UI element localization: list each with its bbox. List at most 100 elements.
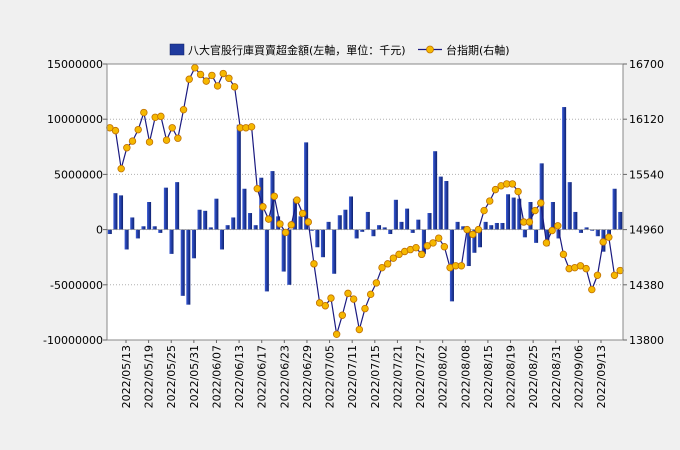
line-point — [378, 263, 386, 272]
line-point — [616, 266, 624, 275]
line-point — [474, 225, 483, 234]
bar — [438, 176, 443, 230]
line-point — [168, 124, 176, 132]
line-point — [593, 271, 602, 279]
y-axis-right: 13800 14380 14960 15540 16120 16700 — [623, 58, 664, 347]
x-tick-label: 2022/09/13 — [595, 345, 608, 408]
line-point — [349, 295, 358, 303]
line-point — [508, 180, 517, 188]
legend: 八大官股行庫買賣超金額(左軸，單位：千元) 台指期(右軸) — [169, 43, 510, 57]
legend-bar-swatch — [169, 43, 185, 56]
bar — [433, 151, 438, 230]
bar — [618, 211, 623, 230]
line-point — [344, 289, 352, 298]
line-point — [225, 74, 233, 82]
line-point — [610, 271, 619, 279]
line-point — [111, 126, 120, 135]
x-tick-label: 2022/06/07 — [211, 345, 224, 408]
line-point — [435, 234, 443, 242]
line-point — [321, 302, 330, 310]
bar — [483, 221, 488, 230]
bar — [466, 229, 471, 267]
line-point — [525, 218, 534, 226]
line-point — [298, 209, 307, 218]
bar — [203, 210, 208, 230]
bar — [517, 198, 522, 230]
y-right-tick-label: 15540 — [629, 168, 664, 181]
bar — [242, 188, 247, 230]
x-tick-label: 2022/08/31 — [550, 345, 563, 408]
line-point — [213, 82, 222, 90]
x-axis: 2022/05/13 2022/05/19 2022/05/25 2022/05/31… — [120, 340, 608, 408]
plot-background — [107, 64, 623, 340]
x-tick-label: 2022/06/13 — [233, 345, 246, 408]
bar — [410, 229, 415, 233]
x-tick-label: 2022/05/13 — [120, 345, 133, 408]
bar — [158, 229, 163, 233]
x-tick-label: 2022/07/15 — [369, 345, 382, 408]
line-point — [469, 230, 477, 239]
bar — [461, 226, 466, 230]
line-point — [293, 196, 301, 204]
legend-bar-label: 八大官股行庫買賣超金額(左軸，單位：千元) — [188, 43, 406, 57]
bar — [444, 181, 449, 230]
bar — [298, 216, 303, 230]
line-point — [128, 137, 137, 145]
y-right-tick-label: 13800 — [629, 334, 664, 347]
bar — [578, 229, 583, 233]
bar — [550, 202, 555, 230]
line-point — [576, 262, 585, 270]
line-point — [191, 64, 199, 72]
line-point — [537, 199, 545, 207]
bar — [292, 198, 297, 230]
line-point — [145, 138, 154, 146]
line-point — [554, 222, 562, 230]
bar — [191, 229, 196, 259]
bar — [141, 226, 146, 230]
bar — [393, 199, 398, 230]
y-left-tick-label: -5000000 — [50, 279, 103, 292]
bar — [545, 229, 550, 247]
bar — [332, 229, 337, 274]
line-point — [253, 184, 261, 193]
y-right-tick-label: 16700 — [629, 58, 664, 71]
y-axis-left: -10000000 -5000000 0 5000000 10000000 1500000… — [43, 58, 107, 347]
bar — [253, 225, 258, 230]
bar — [399, 221, 404, 230]
bar — [130, 217, 135, 230]
line-point — [605, 233, 613, 241]
line-point — [162, 136, 171, 144]
y-right-tick-label: 14960 — [629, 224, 664, 237]
bar — [388, 229, 393, 235]
bar — [264, 229, 269, 292]
x-tick-label: 2022/07/05 — [324, 345, 337, 408]
bar — [427, 213, 432, 230]
bar — [208, 227, 213, 230]
bar — [135, 229, 140, 239]
bar — [382, 227, 387, 230]
line-point — [395, 250, 403, 259]
y-left-tick-label: 10000000 — [47, 113, 103, 126]
bar — [377, 225, 382, 230]
line-point — [117, 164, 125, 173]
line-point — [480, 206, 488, 215]
line-point — [157, 112, 165, 121]
bar — [124, 229, 129, 250]
bar — [573, 211, 578, 230]
bar — [511, 197, 516, 230]
x-tick-label: 2022/09/06 — [572, 345, 585, 408]
bar — [539, 163, 544, 230]
line-point — [559, 250, 568, 259]
bar — [152, 226, 157, 230]
y-left-tick-label: -10000000 — [43, 334, 103, 347]
line-point — [247, 123, 256, 131]
y-right-tick-label: 16120 — [629, 113, 664, 126]
line-point — [315, 299, 324, 307]
line-point — [361, 304, 369, 313]
line-point — [310, 260, 318, 268]
line-point — [355, 325, 364, 334]
line-point — [174, 134, 182, 142]
bar — [281, 229, 286, 272]
bar — [348, 196, 353, 230]
line-point — [457, 262, 466, 270]
